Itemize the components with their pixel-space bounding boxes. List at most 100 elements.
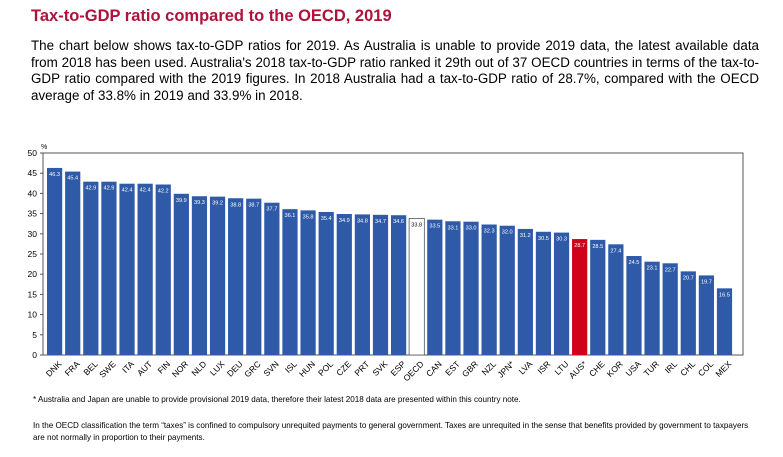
bar-value-label: 24.5	[629, 260, 640, 266]
x-tick-label: GBR	[460, 359, 480, 379]
bar-can	[427, 219, 443, 355]
bar-deu	[228, 198, 244, 355]
bar-value-label: 16.5	[719, 292, 730, 298]
bar-value-label: 20.7	[683, 275, 694, 281]
bar-isr	[535, 231, 552, 355]
bar-value-label: 39.9	[176, 198, 187, 204]
bar-nor	[173, 193, 189, 355]
bar-value-label: 32.3	[484, 229, 495, 235]
bar-col	[698, 275, 714, 355]
y-tick-label: 15	[28, 289, 38, 299]
bar-isl	[282, 209, 298, 355]
bar-tur	[644, 261, 660, 355]
bar-value-label: 31.2	[520, 233, 531, 239]
bar-swe	[101, 181, 117, 355]
x-tick-label: IRL	[663, 359, 680, 376]
x-tick-label: ITA	[120, 359, 136, 375]
bar-che	[590, 239, 606, 355]
bar-aus	[572, 239, 588, 355]
bar-value-label: 32.0	[502, 230, 513, 236]
footnote-tax-definition: In the OECD classification the term “tax…	[33, 421, 749, 442]
x-tick-label: NZL	[480, 359, 499, 378]
y-tick-label: 10	[28, 310, 38, 320]
x-tick-label: JPN*	[495, 358, 516, 379]
bar-value-label: 38.7	[248, 203, 259, 209]
y-tick-label: 30	[28, 229, 38, 239]
x-tick-label: COL	[696, 359, 716, 379]
bar-value-label: 33.1	[447, 225, 458, 231]
bar-value-label: 39.3	[194, 200, 205, 206]
bar-prt	[354, 214, 370, 355]
x-tick-label: FRA	[63, 359, 82, 378]
bar-dnk	[47, 167, 63, 355]
page-title: Tax-to-GDP ratio compared to the OECD, 2…	[31, 7, 392, 25]
bar-fra	[65, 171, 81, 355]
x-tick-label: DNK	[44, 359, 64, 379]
x-tick-label: CAN	[424, 359, 444, 379]
bar-nld	[191, 196, 208, 355]
x-tick-label: POL	[316, 359, 335, 378]
bar-value-label: 33.8	[411, 222, 422, 228]
x-tick-label: AUS*	[567, 358, 589, 380]
x-tick-label: CZE	[334, 359, 353, 378]
x-tick-label: HUN	[297, 359, 317, 379]
bar-jpn	[499, 225, 515, 355]
x-tick-label: CHE	[587, 359, 607, 379]
bar-ita	[119, 183, 135, 355]
bar-usa	[626, 256, 642, 355]
x-tick-label: NLD	[189, 359, 208, 378]
bar-value-label: 23.1	[647, 266, 658, 272]
x-tick-label: USA	[623, 359, 643, 379]
x-tick-label: LVA	[517, 359, 535, 377]
bar-cze	[336, 214, 352, 355]
x-tick-label: OECD	[401, 359, 425, 383]
bar-value-label: 33.5	[429, 224, 440, 230]
y-tick-label: 40	[28, 188, 38, 198]
bar-svn	[264, 202, 280, 355]
x-tick-label: SWE	[97, 359, 118, 380]
x-tick-label: AUT	[135, 359, 154, 378]
bar-est	[445, 221, 461, 355]
x-tick-label: MEX	[713, 359, 733, 379]
bar-value-label: 34.6	[393, 219, 404, 225]
bar-pol	[318, 211, 334, 355]
bar-lva	[517, 228, 533, 355]
x-tick-label: DEU	[225, 359, 245, 379]
x-tick-label: SVK	[370, 359, 389, 378]
bar-value-label: 42.4	[122, 188, 133, 194]
bar-value-label: 30.3	[556, 237, 567, 243]
bar-value-label: 35.4	[321, 216, 332, 222]
bar-bel	[83, 181, 99, 355]
bar-value-label: 33.0	[466, 226, 477, 232]
value-labels-group: 46.3 45.4 42.9 42.9 42.4 42.4 42.2 39.9 39.3 39.2…	[49, 172, 730, 298]
bar-irl	[662, 263, 678, 355]
y-tick-label: 45	[28, 168, 38, 178]
bar-oecd	[408, 218, 425, 356]
bar-value-label: 42.2	[158, 189, 169, 195]
bar-value-label: 34.7	[375, 219, 386, 225]
bar-value-label: 27.4	[610, 248, 621, 254]
y-axis: 0 5 10 15 20 25 30 35 40 45 50	[28, 148, 43, 360]
bar-ltu	[553, 232, 570, 355]
bar-value-label: 45.4	[67, 176, 78, 182]
y-tick-label: 25	[28, 249, 38, 259]
x-tick-label: NOR	[170, 359, 190, 379]
x-tick-label: TUR	[642, 359, 661, 378]
bar-value-label: 42.4	[140, 188, 151, 194]
x-tick-label: LUX	[208, 359, 227, 378]
footnote-australia-japan: * Australia and Japan are unable to prov…	[33, 395, 521, 404]
y-axis-label: %	[41, 144, 47, 151]
bar-svk	[372, 214, 389, 355]
bar-value-label: 34.9	[339, 218, 350, 224]
bar-value-label: 28.5	[592, 244, 603, 250]
bar-nzl	[481, 224, 497, 355]
bar-mex	[716, 288, 733, 355]
x-tick-label: ISR	[535, 359, 552, 376]
bar-value-label: 38.8	[230, 202, 241, 208]
bar-value-label: 36.1	[285, 213, 296, 219]
bar-value-label: 22.7	[665, 267, 676, 273]
bar-value-label: 42.9	[103, 186, 114, 192]
bar-value-label: 34.8	[357, 218, 368, 224]
